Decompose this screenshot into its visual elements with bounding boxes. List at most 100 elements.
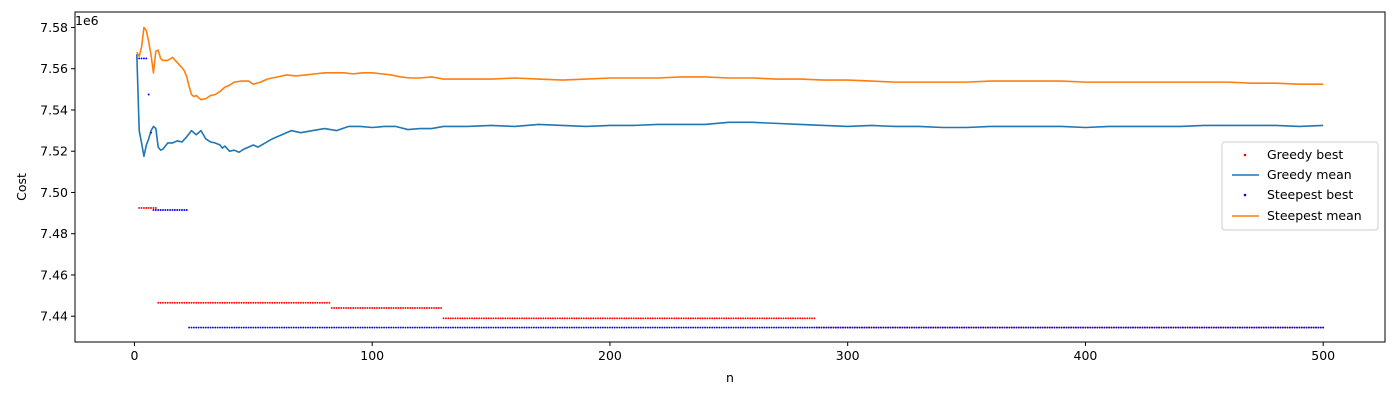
steepest-best-point (880, 326, 882, 329)
steepest-best-point (1210, 326, 1213, 329)
steepest-best-point (763, 326, 766, 329)
y-axis-label: Cost (14, 173, 29, 201)
steepest-best-point (991, 326, 994, 329)
greedy-best-point (473, 317, 476, 320)
steepest-best-point (1293, 326, 1296, 329)
greedy-best-point (628, 317, 630, 320)
steepest-best-point (349, 326, 352, 329)
steepest-best-point (1063, 326, 1065, 329)
steepest-best-point (1274, 326, 1277, 329)
steepest-best-point (1034, 326, 1037, 329)
steepest-best-point (754, 326, 756, 329)
steepest-best-point (285, 326, 288, 329)
steepest-best-point (197, 326, 200, 329)
steepest-best-point (1041, 326, 1044, 329)
greedy-best-point (608, 317, 611, 320)
steepest-best-point (1307, 326, 1310, 329)
steepest-best-point (958, 326, 961, 329)
greedy-best-point (770, 317, 773, 320)
greedy-best-point (570, 317, 573, 320)
steepest-best-point (230, 326, 233, 329)
steepest-best-point (335, 326, 338, 329)
greedy-best-point (309, 301, 312, 304)
greedy-best-point (537, 317, 540, 320)
greedy-best-point (749, 317, 752, 320)
steepest-best-point (1296, 326, 1298, 329)
steepest-best-point (1153, 326, 1156, 329)
greedy-best-point (775, 317, 778, 320)
greedy-best-point (176, 301, 179, 304)
greedy-best-point (594, 317, 597, 320)
steepest-best-point (725, 326, 728, 329)
greedy-best-point (430, 307, 433, 309)
greedy-best-point (789, 317, 792, 320)
steepest-best-point (1222, 326, 1225, 329)
steepest-best-point (1077, 326, 1080, 329)
greedy-best-point (399, 307, 402, 309)
greedy-best-point (173, 301, 176, 304)
greedy-best-point (801, 317, 804, 320)
steepest-best-point (1298, 326, 1301, 329)
steepest-best-point (956, 326, 958, 329)
greedy-best-point (808, 317, 811, 320)
greedy-best-point (157, 301, 160, 304)
greedy-best-point (765, 317, 768, 320)
steepest-best-point (963, 326, 966, 329)
steepest-best-point (1312, 326, 1315, 329)
greedy-best-point (518, 317, 521, 320)
steepest-best-point (471, 326, 473, 329)
steepest-best-point (295, 326, 298, 329)
steepest-best-point (1120, 326, 1123, 329)
steepest-best-point (468, 326, 471, 329)
steepest-best-point (307, 326, 309, 329)
legend-frame (1221, 141, 1379, 231)
steepest-best-point (891, 326, 894, 329)
greedy-best-point (252, 301, 255, 304)
greedy-best-point (171, 301, 174, 304)
greedy-best-point (490, 317, 493, 320)
greedy-best-point (666, 317, 668, 320)
greedy-best-point (696, 317, 699, 320)
steepest-best-point (946, 326, 949, 329)
greedy-best-point (425, 307, 428, 309)
steepest-best-point (1184, 326, 1187, 329)
steepest-best-point (925, 326, 928, 329)
greedy-best-point (630, 317, 633, 320)
greedy-best-point (197, 301, 200, 304)
greedy-best-point (711, 317, 714, 320)
steepest-best-point (1224, 326, 1227, 329)
steepest-best-point (399, 326, 402, 329)
greedy-best-point (147, 206, 150, 209)
greedy-best-point (578, 317, 580, 320)
steepest-best-point (1255, 326, 1258, 329)
steepest-best-point (948, 326, 951, 329)
steepest-best-point (276, 326, 279, 329)
steepest-best-point (345, 326, 347, 329)
steepest-best-point (870, 326, 873, 329)
steepest-best-point (1143, 326, 1146, 329)
greedy-best-point (452, 317, 454, 320)
steepest-best-point (849, 326, 852, 329)
steepest-best-point (1029, 326, 1032, 329)
greedy-best-point (418, 307, 421, 309)
greedy-best-point (292, 301, 295, 304)
greedy-best-point (530, 317, 533, 320)
greedy-best-point (214, 301, 217, 304)
greedy-best-point (340, 307, 343, 309)
steepest-best-point (863, 326, 866, 329)
steepest-best-point (1058, 326, 1061, 329)
greedy-best-point (575, 317, 578, 320)
steepest-best-point (1236, 326, 1239, 329)
steepest-best-point (718, 326, 721, 329)
greedy-best-point (204, 301, 207, 304)
steepest-best-point (953, 326, 956, 329)
steepest-best-point (1181, 326, 1184, 329)
steepest-best-point (1074, 326, 1077, 329)
steepest-best-point (1200, 326, 1203, 329)
steepest-best-point (1103, 326, 1106, 329)
steepest-best-point (970, 326, 973, 329)
steepest-best-point (563, 326, 566, 329)
greedy-best-point (356, 307, 359, 309)
steepest-best-point (368, 326, 371, 329)
steepest-best-point (699, 326, 702, 329)
